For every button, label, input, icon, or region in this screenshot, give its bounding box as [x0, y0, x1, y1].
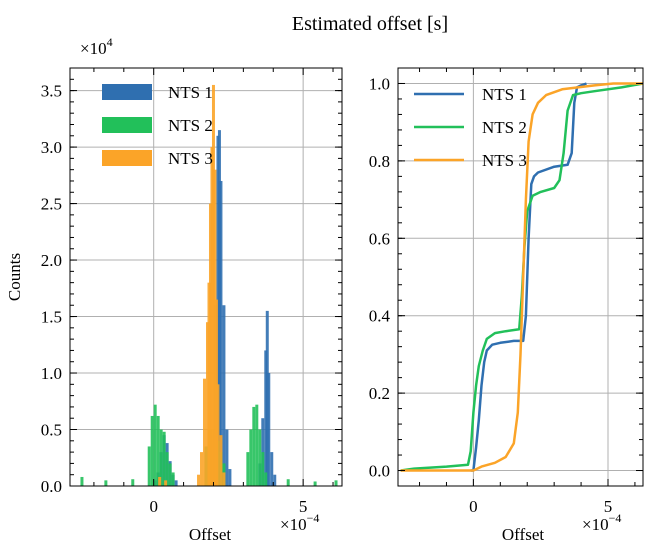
cdf-axes-frame	[397, 67, 644, 487]
histogram-bar	[264, 472, 268, 486]
cdf-ticks	[398, 67, 643, 486]
histogram-bar	[249, 429, 253, 486]
histogram-ytick-labels: 0.0 0.5 1.0 1.5 2.0 2.5 3.0 3.5	[41, 82, 62, 496]
cdf-line-nts1	[470, 82, 587, 472]
histogram-bar	[228, 469, 232, 486]
histogram-bar	[219, 435, 223, 486]
histogram-bar	[261, 452, 265, 486]
cdf-lines	[400, 82, 644, 472]
histogram-bar	[219, 180, 223, 487]
histogram-bar	[131, 479, 135, 486]
histogram-bar	[168, 463, 172, 486]
histogram-bar	[222, 472, 226, 486]
histogram-bar	[252, 406, 256, 486]
legend-label-nts3: NTS 3	[168, 149, 213, 168]
histogram-xlabel: Offset	[189, 525, 231, 544]
xtick-label: 0	[469, 497, 478, 516]
ytick-label: 2.0	[41, 251, 62, 270]
histogram-bar	[222, 305, 226, 486]
histogram-ticks	[70, 67, 342, 487]
histogram-bar	[203, 378, 206, 486]
xtick-label: 0	[149, 497, 158, 516]
histogram-ylabel: Counts	[5, 253, 24, 301]
ytick-label: 2.5	[41, 195, 62, 214]
histogram-bar	[200, 452, 204, 486]
histogram-axes-frame	[69, 67, 343, 487]
legend-label-nts2: NTS 2	[168, 116, 213, 135]
ytick-label: 0.0	[369, 462, 390, 481]
cdf-legend-label-nts1: NTS 1	[482, 85, 527, 104]
histogram-bar	[165, 452, 169, 486]
histogram-bar	[273, 474, 277, 486]
histogram-bar	[156, 415, 160, 486]
ytick-label: 0.5	[41, 421, 62, 440]
legend-swatch-nts3	[102, 150, 152, 166]
histogram-bar	[104, 480, 108, 486]
histogram-bar	[313, 481, 317, 486]
histogram-bar	[286, 479, 290, 486]
histogram-bar	[147, 446, 151, 486]
ytick-label: 1.5	[41, 308, 62, 327]
histogram-bar	[80, 476, 84, 486]
legend-swatch-nts2	[102, 117, 152, 133]
cdf-ytick-labels: 0.0 0.2 0.4 0.6 0.8 1.0	[369, 74, 391, 480]
ytick-label: 1.0	[369, 74, 390, 93]
xtick-label: 5	[604, 497, 613, 516]
cdf-x-multiplier: ×10−4	[582, 511, 621, 534]
legend-swatch-nts1	[102, 84, 152, 100]
cdf-xlabel: Offset	[502, 525, 544, 544]
histogram-legend: NTS 1 NTS 2 NTS 3	[102, 83, 213, 168]
ytick-label: 1.0	[41, 364, 62, 383]
histogram-bar	[159, 429, 163, 486]
legend-label-nts1: NTS 1	[168, 83, 213, 102]
histogram-bar	[158, 476, 162, 486]
histogram-bar	[267, 373, 271, 486]
histogram-bar	[270, 452, 274, 486]
histogram-bar	[174, 480, 178, 486]
histogram-bar	[150, 415, 154, 486]
ytick-label: 3.5	[41, 82, 62, 101]
histogram-bar	[153, 404, 157, 486]
histogram-bar	[216, 384, 220, 486]
histogram-bar	[258, 429, 262, 486]
ytick-label: 0.6	[369, 229, 390, 248]
ytick-label: 0.4	[369, 307, 391, 326]
histogram-bar	[164, 480, 168, 486]
cdf-legend-label-nts2: NTS 2	[482, 118, 527, 137]
histogram-bar	[171, 472, 175, 486]
cdf-line-nts2	[400, 82, 644, 472]
histogram-bar	[246, 452, 250, 486]
figure-title: Estimated offset [s]	[292, 13, 448, 35]
ytick-label: 0.2	[369, 384, 390, 403]
cdf-legend: NTS 1 NTS 2 NTS 3	[414, 85, 527, 170]
histogram-bar	[334, 480, 338, 486]
histogram-bar	[225, 429, 229, 486]
histogram-bar	[255, 404, 259, 486]
ytick-label: 0.8	[369, 152, 390, 171]
ytick-label: 0.0	[41, 477, 62, 496]
xtick-label: 5	[299, 497, 308, 516]
cdf-line-nts3	[400, 82, 643, 472]
cdf-legend-label-nts3: NTS 3	[482, 151, 527, 170]
histogram-bar	[162, 431, 166, 486]
histogram-bar	[197, 474, 201, 486]
histogram-x-multiplier: ×10−4	[280, 511, 319, 534]
histogram-y-multiplier: ×104	[80, 35, 113, 58]
histogram-bars	[80, 84, 338, 487]
ytick-label: 3.0	[41, 138, 62, 157]
